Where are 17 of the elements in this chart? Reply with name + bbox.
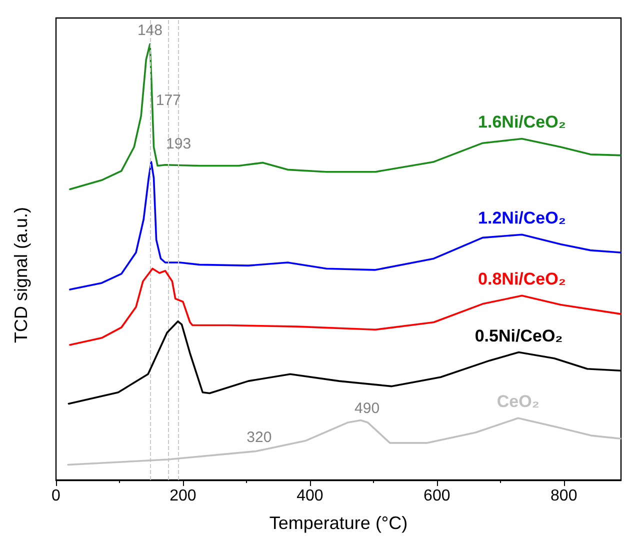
x-tick-label: 200 (170, 488, 196, 504)
annotation: 320 (246, 428, 272, 446)
annotation: 490 (354, 400, 380, 418)
annotation: 193 (166, 135, 192, 152)
x-tick-label: 800 (550, 488, 578, 504)
series-label: CeO₂ (496, 392, 540, 412)
x-tick-label: 0 (52, 488, 61, 504)
series-label: 1.2Ni/CeO₂ (478, 208, 566, 228)
series-label: 0.5Ni/CeO₂ (474, 326, 563, 346)
x-tick-label: 600 (424, 488, 450, 504)
series-label: 0.8Ni/CeO₂ (478, 270, 566, 289)
annotation: 148 (137, 22, 162, 40)
x-tick-label: 400 (296, 488, 324, 504)
y-axis-title: TCD signal (a.u.) (11, 206, 31, 344)
series-label: 1.6Ni/CeO₂ (478, 112, 566, 132)
annotation: 177 (156, 92, 181, 109)
x-axis-title: Temperature (°C) (269, 513, 408, 533)
